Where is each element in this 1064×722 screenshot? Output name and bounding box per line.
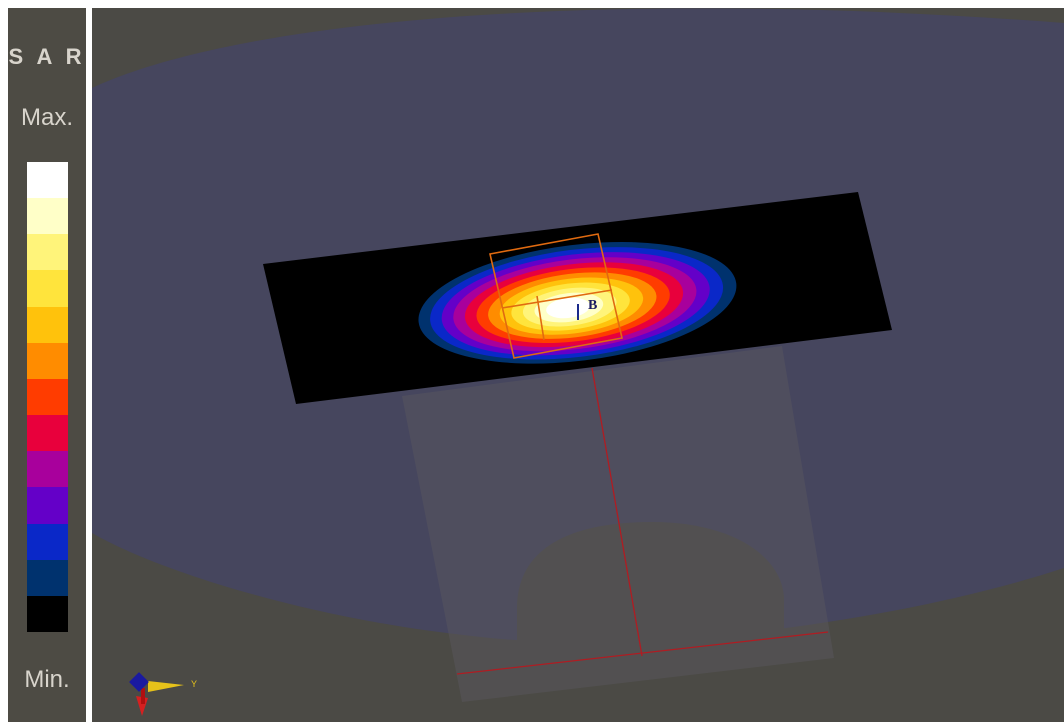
sar-hotspot — [418, 242, 737, 364]
legend-max-label: Max. — [20, 104, 73, 131]
grid-line-vertical — [591, 367, 643, 657]
colorbar-swatch — [27, 559, 68, 596]
colorbar-swatch — [27, 415, 68, 452]
colorbar-swatch — [27, 523, 68, 560]
probe-marker-label: B — [588, 298, 597, 313]
3d-viewport[interactable]: B Y — [92, 8, 1064, 722]
panel-separator — [86, 0, 92, 722]
colorbar-swatch — [27, 378, 68, 416]
colorbar-swatch — [27, 595, 68, 633]
axis-triad: Y — [129, 672, 197, 716]
phantom-notch — [517, 522, 784, 648]
y-axis-arrow-icon — [148, 681, 184, 692]
grid-line-horizontal — [456, 631, 829, 675]
sar-colorbar — [27, 162, 68, 633]
colorbar-swatch — [27, 342, 68, 379]
colorbar-swatch — [27, 306, 68, 343]
probe-box — [489, 233, 623, 359]
colorbar-swatch — [27, 198, 68, 235]
colorbar-swatch — [27, 234, 68, 271]
sar-legend-panel: S A R Max. Min. — [8, 8, 86, 722]
colorbar-swatch — [27, 487, 68, 524]
device-holder — [402, 346, 834, 702]
legend-title: S A R — [8, 44, 86, 69]
colorbar-swatch — [27, 162, 68, 199]
colorbar-swatch — [27, 451, 68, 488]
y-axis-label: Y — [191, 679, 197, 689]
legend-min-label: Min. — [24, 666, 70, 693]
scene-canvas[interactable]: B Y — [92, 8, 1064, 722]
colorbar-swatch — [27, 270, 68, 307]
